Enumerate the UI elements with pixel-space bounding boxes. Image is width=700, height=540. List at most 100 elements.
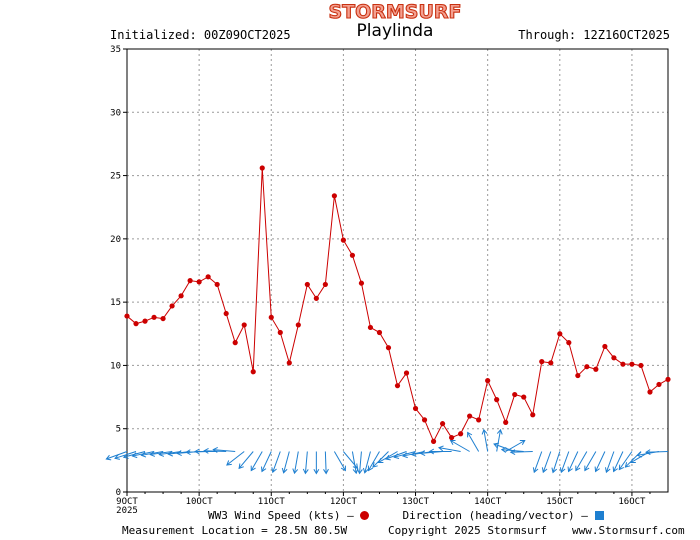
direction-arrowhead xyxy=(624,462,631,468)
direction-arrowhead xyxy=(176,450,182,456)
wind-speed-point xyxy=(259,165,265,171)
direction-arrowhead xyxy=(212,447,218,453)
x-tick-label: 10OCT xyxy=(186,497,214,507)
wind-speed-point xyxy=(665,376,671,382)
direction-vector xyxy=(595,451,606,472)
direction-arrowhead xyxy=(449,439,456,446)
wind-speed-point xyxy=(656,381,662,388)
wind-speed-point xyxy=(539,359,545,365)
wind-speed-point xyxy=(530,412,536,418)
x-tick-label: 13OCT xyxy=(402,497,430,507)
initialized-time: Initialized: 00Z09OCT2025 xyxy=(110,28,291,42)
direction-arrowhead xyxy=(352,463,359,470)
direction-vector xyxy=(483,429,489,452)
direction-arrowhead xyxy=(203,447,209,454)
direction-arrowhead xyxy=(500,447,507,453)
direction-arrowhead xyxy=(402,452,408,459)
direction-vector xyxy=(272,451,281,473)
direction-arrowhead xyxy=(575,465,581,472)
wind-speed-point xyxy=(647,389,653,395)
direction-vector xyxy=(584,451,597,471)
wind-speed-point xyxy=(611,355,617,361)
direction-arrowhead xyxy=(630,457,636,464)
wind-speed-point xyxy=(331,193,337,199)
logo-graphic: STORMSURF xyxy=(328,0,462,22)
y-tick-label: 10 xyxy=(110,361,121,371)
wind-speed-point xyxy=(241,322,247,328)
direction-vector xyxy=(368,451,380,471)
wind-speed-point xyxy=(349,252,356,258)
direction-arrowhead xyxy=(377,457,384,464)
wind-speed-point xyxy=(169,303,175,309)
direction-vector xyxy=(533,451,543,473)
wind-speed-point xyxy=(593,366,599,372)
wind-speed-point xyxy=(430,438,437,444)
direction-arrowhead xyxy=(362,467,369,474)
direction-arrowhead xyxy=(271,467,277,474)
speed-dot-icon xyxy=(360,511,370,520)
wind-speed-point xyxy=(277,329,283,336)
wind-speed-point xyxy=(250,369,256,375)
wind-speed-point xyxy=(196,279,202,285)
direction-vector xyxy=(324,451,327,474)
direction-arrowhead xyxy=(618,464,625,471)
wind-speed-point xyxy=(494,397,500,403)
direction-arrowhead xyxy=(140,451,147,458)
direction-arrowhead xyxy=(149,451,156,457)
direction-arrowhead xyxy=(467,431,473,438)
direction-arrowhead xyxy=(158,451,165,457)
direction-vector xyxy=(106,451,128,460)
wind-speed-point xyxy=(322,281,328,288)
through-time: Through: 12Z16OCT2025 xyxy=(518,28,670,42)
wind-speed-point xyxy=(638,362,644,369)
direction-arrowhead xyxy=(584,465,590,472)
direction-vector xyxy=(605,451,615,473)
wind-speed-point xyxy=(449,434,455,441)
direction-arrowhead xyxy=(559,467,566,474)
direction-vector xyxy=(613,451,624,472)
wind-speed-point xyxy=(548,360,554,366)
wind-speed-point xyxy=(133,321,139,327)
y-tick-label: 15 xyxy=(110,298,121,308)
x-tick-label: 14OCT xyxy=(474,497,502,507)
wind-speed-point xyxy=(485,378,491,384)
direction-arrowhead xyxy=(393,453,400,459)
direction-vector xyxy=(450,440,470,452)
wind-speed-point xyxy=(313,295,319,301)
legend-direction-label: Direction (heading/vector) — xyxy=(402,509,588,522)
wind-speed-point xyxy=(286,360,292,366)
wind-speed-point xyxy=(376,329,383,336)
direction-arrowhead xyxy=(122,453,129,459)
direction-arrowhead xyxy=(604,467,611,474)
direction-arrowhead xyxy=(493,442,499,449)
wind-speed-point xyxy=(394,383,401,389)
direction-vector xyxy=(226,451,245,466)
direction-arrowhead xyxy=(292,468,299,475)
wind-speed-point xyxy=(340,237,346,243)
direction-vector xyxy=(351,451,357,474)
direction-arrowhead xyxy=(567,466,573,473)
direction-arrowhead xyxy=(636,451,643,458)
wind-speed-point xyxy=(557,331,563,337)
wind-speed-point xyxy=(575,372,581,379)
direction-arrowhead xyxy=(323,468,329,475)
wind-speed-point xyxy=(142,318,148,324)
direction-vector xyxy=(333,451,346,471)
wind-speed-point xyxy=(178,293,184,299)
wind-speed-point xyxy=(403,370,410,376)
wind-speed-point xyxy=(476,417,482,423)
direction-vector xyxy=(568,451,579,472)
page-title: Playlinda xyxy=(356,21,434,41)
direction-arrowhead xyxy=(645,449,651,456)
measurement-location: Measurement Location = 28.5N 80.5W xyxy=(122,524,348,537)
wind-speed-point xyxy=(124,313,130,319)
plot-frame xyxy=(126,48,669,493)
direction-arrowhead xyxy=(367,465,374,472)
direction-vector xyxy=(261,451,272,472)
wind-speed-point xyxy=(385,345,392,351)
direction-arrowhead xyxy=(509,449,516,456)
direction-vector xyxy=(575,451,588,471)
direction-arrowhead xyxy=(437,445,444,452)
direction-arrowhead xyxy=(372,462,378,468)
